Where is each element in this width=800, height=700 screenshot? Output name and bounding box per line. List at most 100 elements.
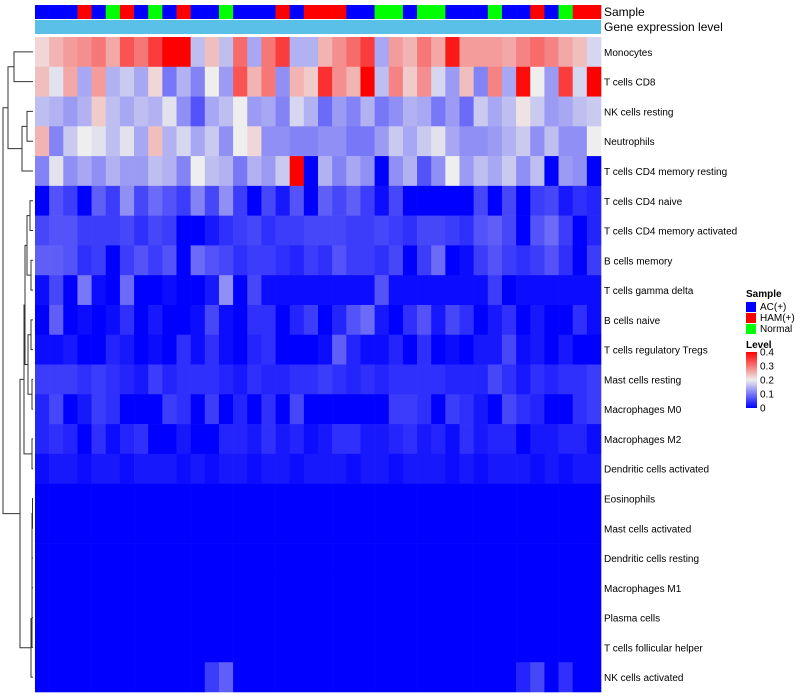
heatmap-cell [374,453,390,484]
heatmap-cell [360,662,375,693]
heatmap-cell [332,453,347,484]
heatmap-cell [431,215,446,246]
heatmap-cell [360,334,375,365]
heatmap-cell [35,304,50,336]
heatmap-cell [148,572,163,603]
dendrogram-branch [30,259,33,291]
row-label: Eosinophils [604,494,655,505]
heatmap-cell [303,364,319,395]
heatmap-cell [218,543,234,574]
heatmap-cell [218,215,234,246]
heatmap-cell [558,513,573,544]
sample-cell [105,5,121,19]
heatmap-cell [162,453,177,484]
sample-cell [473,5,489,19]
heatmap-cell [218,662,234,693]
heatmap-cell [35,215,50,246]
heatmap-cell [190,424,206,455]
heatmap-cell [275,424,290,455]
heatmap-cell [275,96,290,127]
heatmap-cell [204,662,220,693]
heatmap-cell [35,275,50,306]
heatmap-cell [431,37,446,68]
heatmap-cell [176,334,191,365]
sample-cell [501,5,517,19]
heatmap-cell [261,304,276,336]
heatmap-cell [148,37,163,68]
heatmap-cell [91,245,107,276]
heatmap-cell [63,513,78,544]
heatmap-cell [318,483,333,514]
heatmap-cell [473,37,489,68]
heatmap-cell [572,662,588,693]
heatmap-cell [289,572,305,603]
heatmap-cell [516,424,531,455]
heatmap-cell [91,275,107,306]
heatmap-cell [388,66,404,97]
heatmap-cell [35,394,50,425]
heatmap-cell [247,66,262,97]
heatmap-cell [148,334,163,365]
heatmap-cell [360,66,375,97]
heatmap-cell [275,304,290,336]
heatmap-cell [431,602,446,633]
heatmap-cell [134,453,149,484]
heatmap-cell [516,453,531,484]
heatmap-cell [374,66,390,97]
heatmap-cell [445,245,460,276]
heatmap-cell [388,245,404,276]
heatmap-cell [275,632,290,663]
heatmap-cell [572,394,588,425]
heatmap-cell [289,364,305,395]
heatmap-cell [431,632,446,663]
heatmap-cell [35,245,50,276]
heatmap-cell [134,334,149,365]
heatmap-cell [218,334,234,365]
heatmap-cell [544,543,559,574]
heatmap-cell [431,662,446,693]
heatmap-cell [176,632,191,663]
heatmap-cell [530,483,545,514]
heatmap-cell [204,483,220,514]
heatmap-cell [459,394,474,425]
heatmap-cell [530,513,545,544]
heatmap-cell [445,215,460,246]
heatmap-cell [374,394,390,425]
heatmap-cell [402,245,418,276]
heatmap-cell [204,543,220,574]
sample-cell [63,5,78,19]
heatmap-cell [204,453,220,484]
row-label: Mast cells resting [604,375,681,386]
heatmap-cell [134,185,149,216]
heatmap-cell [473,424,489,455]
heatmap-cell [417,602,432,633]
sample-cell [459,5,474,19]
heatmap-cell [204,632,220,663]
heatmap-cell [473,126,489,157]
heatmap-cell [49,483,64,514]
heatmap-cell [487,662,503,693]
heatmap-cell [303,126,319,157]
heatmap-cell [544,37,559,68]
heatmap-cell [318,215,333,246]
dendrogram-branch [32,497,33,529]
heatmap-cell [162,543,177,574]
dendrogram-branch [29,200,33,232]
heatmap-cell [318,334,333,365]
heatmap-cell [162,304,177,336]
heatmap-cell [473,215,489,246]
heatmap-cell [516,543,531,574]
heatmap-cell [49,275,64,306]
heatmap-cell [572,602,588,633]
heatmap-cell [572,483,588,514]
heatmap-cell [558,96,573,127]
sample-cell [417,5,432,19]
heatmap-cell [91,96,107,127]
heatmap-cell [332,364,347,395]
heatmap-cell [402,662,418,693]
heatmap-cell [332,483,347,514]
heatmap-cell [332,66,347,97]
heatmap-cell [119,453,135,484]
heatmap-cell [63,245,78,276]
heatmap-cell [402,632,418,663]
